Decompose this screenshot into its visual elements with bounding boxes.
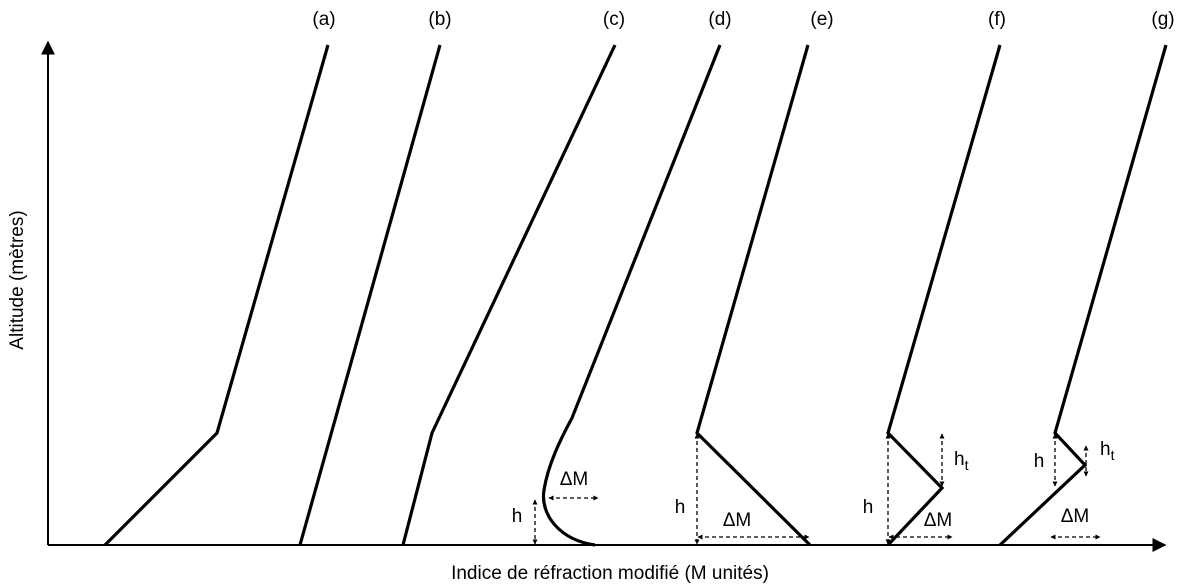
curve-label: (e) xyxy=(810,9,833,30)
profile-a xyxy=(103,44,330,547)
curve-label: (f) xyxy=(988,9,1006,30)
profile-e xyxy=(695,44,812,547)
h-label: h xyxy=(512,506,523,527)
delta-m-label: ΔM xyxy=(723,510,752,531)
profile-f xyxy=(886,44,1002,547)
h-label: h xyxy=(863,497,874,518)
delta-m-label: ΔM xyxy=(1061,506,1090,527)
ht-sub: t xyxy=(1111,447,1115,463)
profile-c xyxy=(401,44,617,546)
profile-b xyxy=(298,44,442,546)
curve-label: (g) xyxy=(1151,9,1174,30)
curve-label: (b) xyxy=(428,9,451,30)
h-label: h xyxy=(1034,451,1045,472)
ht-label: ht xyxy=(1100,439,1115,463)
y-axis-label: Altitude (mètres) xyxy=(7,210,28,349)
x-axis-label: Indice de réfraction modifié (M unités) xyxy=(451,563,769,584)
ht-sub: t xyxy=(965,457,969,473)
curve-label: (a) xyxy=(312,9,335,30)
profile-g xyxy=(998,44,1168,547)
curve-label: (c) xyxy=(603,9,625,30)
ht-main: h xyxy=(954,449,965,470)
delta-m-label: ΔM xyxy=(924,510,953,531)
ht-main: h xyxy=(1100,439,1111,460)
delta-m-label: ΔM xyxy=(560,469,589,490)
h-label: h xyxy=(675,497,686,518)
profile-d xyxy=(541,44,722,547)
curve-label: (d) xyxy=(708,9,731,30)
ht-label: ht xyxy=(954,449,969,473)
